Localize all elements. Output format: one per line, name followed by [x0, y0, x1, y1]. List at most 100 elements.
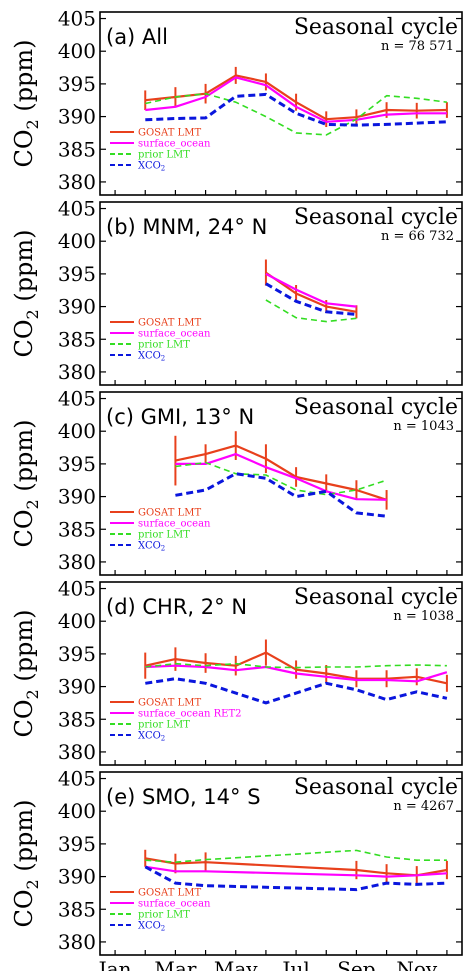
legend-label: surface_ocean — [138, 139, 211, 150]
panel-title: (c) GMI, 13° N — [106, 405, 254, 429]
y-tick-label: 405 — [58, 577, 96, 601]
legend-label: XCO2 — [138, 161, 165, 173]
legend-label-main: XCO — [138, 731, 161, 742]
legend-label-main: prior LMT — [138, 530, 190, 541]
series-line-3 — [175, 472, 387, 518]
y-axis-label-unit: (ppm) — [10, 39, 38, 119]
legend-label-main: surface_ocean RET2 — [138, 709, 242, 720]
legend-label-sub: 2 — [161, 355, 165, 363]
y-tick-label: 385 — [58, 327, 96, 351]
y-tick-label: 380 — [58, 170, 96, 194]
y-axis-label: CO2 (ppm) — [10, 39, 42, 167]
legend-label: XCO2 — [138, 921, 165, 933]
y-tick-label: 395 — [58, 262, 96, 286]
legend-label: GOSAT LMT — [138, 128, 201, 139]
legend-label-main: GOSAT LMT — [138, 508, 201, 519]
series-line-0 — [175, 444, 387, 501]
legend-label: prior LMT — [138, 910, 190, 921]
x-tick-label: Sep — [337, 957, 375, 971]
x-tick-label: Mar — [154, 957, 196, 971]
panel-title: (d) CHR, 2° N — [106, 595, 247, 619]
series-line-1 — [265, 272, 357, 308]
legend-label: GOSAT LMT — [138, 508, 201, 519]
legend-label-main: surface_ocean — [138, 519, 211, 530]
y-axis-label-main: CO — [10, 129, 38, 167]
y-axis-label-sub: 2 — [23, 689, 42, 699]
series-line-1 — [145, 76, 447, 123]
legend-label-sub: 2 — [161, 925, 165, 933]
series-line-3 — [144, 865, 447, 892]
y-axis-label-unit: (ppm) — [10, 799, 38, 879]
legend-label-main: GOSAT LMT — [138, 698, 201, 709]
legend-label: XCO2 — [138, 541, 165, 553]
y-tick-label: 405 — [58, 197, 96, 221]
sample-count: n = 78 571 — [381, 39, 454, 54]
y-tick-label: 380 — [58, 360, 96, 384]
panel-subtitle: Seasonal cycle — [294, 15, 458, 40]
y-tick-label: 390 — [58, 675, 96, 699]
legend-label-main: GOSAT LMT — [138, 128, 201, 139]
y-tick-label: 380 — [58, 930, 96, 954]
legend-label-main: GOSAT LMT — [138, 318, 201, 329]
series-line-1 — [145, 865, 447, 878]
x-tick-label: Nov — [396, 957, 438, 971]
panel-subtitle: Seasonal cycle — [294, 585, 458, 610]
sample-count: n = 66 732 — [381, 229, 454, 244]
sample-count: n = 1043 — [393, 419, 454, 434]
y-axis-label: CO2 (ppm) — [10, 799, 42, 927]
legend-label-main: XCO — [138, 161, 161, 172]
y-tick-label: 400 — [58, 799, 96, 823]
legend-label-main: prior LMT — [138, 910, 190, 921]
plot-frame — [99, 771, 463, 956]
x-tick-label: May — [214, 957, 258, 971]
y-tick-label: 380 — [58, 740, 96, 764]
y-axis-label-unit: (ppm) — [10, 229, 38, 309]
y-tick-label: 400 — [58, 39, 96, 63]
y-tick-label: 385 — [58, 137, 96, 161]
y-axis-label-main: CO — [10, 319, 38, 357]
series-line-2 — [265, 299, 357, 323]
y-tick-label: 390 — [58, 485, 96, 509]
series-line-1 — [175, 453, 387, 501]
series-line-2 — [145, 92, 448, 136]
legend-label: prior LMT — [138, 150, 190, 161]
y-axis-label-sub: 2 — [23, 499, 42, 509]
panel-subtitle: Seasonal cycle — [294, 395, 458, 420]
plot-frame — [99, 391, 463, 576]
sample-count: n = 1038 — [393, 609, 454, 624]
y-axis-label-unit: (ppm) — [10, 609, 38, 689]
series-line-3 — [145, 677, 448, 705]
panel-title: (b) MNM, 24° N — [106, 215, 267, 239]
series-line-2 — [145, 662, 447, 669]
y-axis-label: CO2 (ppm) — [10, 609, 42, 737]
y-tick-label: 400 — [58, 419, 96, 443]
legend-label: GOSAT LMT — [138, 698, 201, 709]
series-line-0 — [265, 271, 357, 313]
legend-label: prior LMT — [138, 530, 190, 541]
panel-subtitle: Seasonal cycle — [294, 205, 458, 230]
legend-label-main: XCO — [138, 541, 161, 552]
legend-label-main: XCO — [138, 921, 161, 932]
legend-label: GOSAT LMT — [138, 888, 201, 899]
series-line-1 — [145, 664, 448, 683]
plot-frame — [99, 201, 463, 386]
y-axis-label-sub: 2 — [23, 309, 42, 319]
y-tick-label: 390 — [58, 105, 96, 129]
legend-label: prior LMT — [138, 720, 190, 731]
y-axis-label: CO2 (ppm) — [10, 229, 42, 357]
series-line-2 — [145, 849, 447, 864]
legend-label: surface_ocean — [138, 899, 211, 910]
y-tick-label: 390 — [58, 295, 96, 319]
y-axis-label-main: CO — [10, 889, 38, 927]
y-tick-label: 395 — [58, 832, 96, 856]
panel-title: (a) All — [106, 25, 168, 49]
